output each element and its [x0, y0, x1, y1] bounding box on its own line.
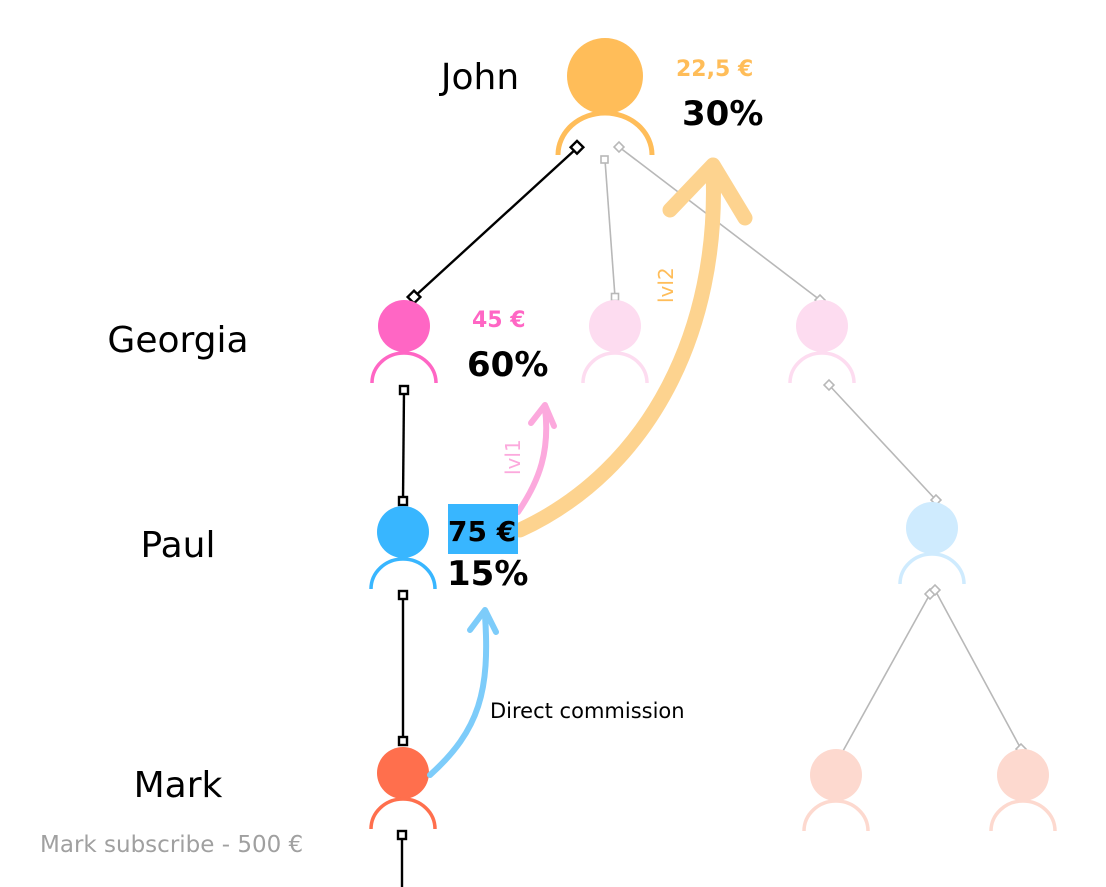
name-mark: Mark [134, 765, 223, 806]
arrow-direct-commission [427, 607, 499, 778]
name-paul: Paul [141, 525, 216, 566]
percent-georgia: 60% [467, 345, 548, 385]
connector-john-georgia [413, 147, 578, 298]
footer-subscription: Mark subscribe - 500 € [40, 832, 303, 858]
connector-faded-blue-faded-orange-2 [934, 589, 1022, 750]
paul-amount-highlight [448, 504, 518, 554]
percent-john: 30% [682, 94, 763, 134]
label-direct-commission: Direct commission [490, 699, 685, 723]
person-icon-georgia [370, 300, 438, 384]
label-lvl1: lvl1 [501, 439, 525, 475]
person-icon-john [555, 38, 655, 156]
connector-john-faded-pink-1 [604, 159, 616, 298]
faded-connectors [600, 140, 1028, 767]
person-icon-faded-pink-1 [581, 300, 649, 384]
percent-paul: 15% [447, 554, 528, 594]
amount-georgia: 45 € [472, 308, 526, 333]
label-lvl2: lvl2 [654, 267, 678, 303]
name-john: John [439, 57, 519, 98]
person-icon-faded-blue [898, 502, 966, 585]
person-icon-mark [369, 747, 437, 830]
person-icon-paul [369, 506, 437, 590]
arrow-lvl2 [512, 157, 753, 538]
main-connectors [396, 139, 586, 887]
connector-faded-pink-faded-blue [828, 384, 937, 501]
connector-georgia-paul [401, 389, 406, 501]
amount-paul: 75 € [448, 515, 516, 548]
amount-john: 22,5 € [676, 57, 753, 82]
person-icon-faded-pink-2 [788, 300, 856, 384]
connector-faded-blue-faded-orange-1 [837, 593, 931, 761]
name-georgia: Georgia [107, 320, 248, 361]
person-icon-faded-orange-2 [989, 749, 1057, 832]
person-icon-faded-orange-1 [802, 749, 870, 832]
arrow-lvl1 [515, 402, 557, 515]
